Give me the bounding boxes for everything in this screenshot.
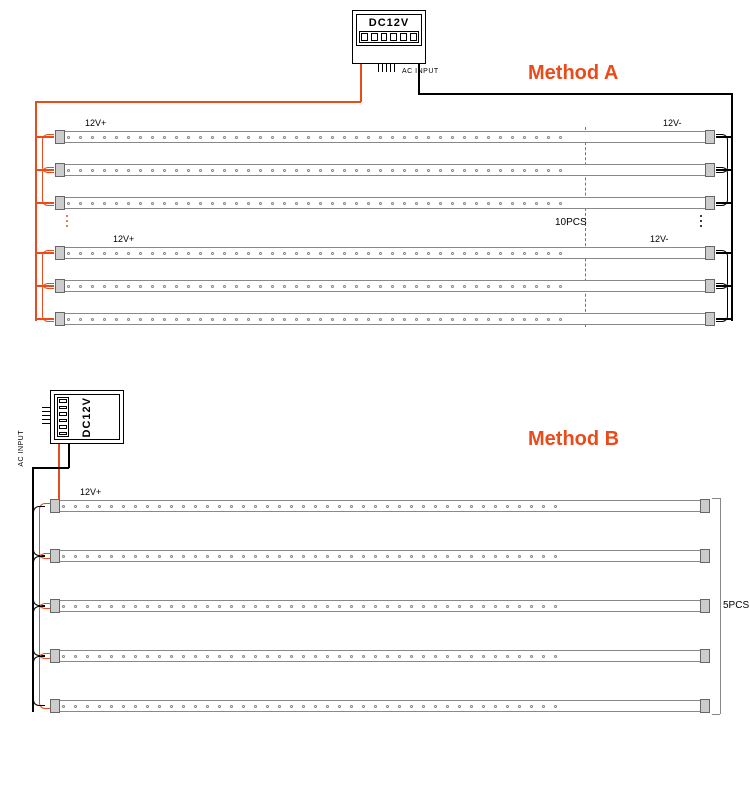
wire-a-neg-v bbox=[418, 64, 420, 94]
strip-cap bbox=[50, 499, 60, 513]
led-strip bbox=[55, 550, 705, 562]
strip-cap bbox=[705, 279, 715, 293]
strip-cap bbox=[700, 699, 710, 713]
dim-b-bot bbox=[712, 714, 720, 715]
wire-a-pos-v bbox=[360, 64, 362, 102]
wire-stub-neg bbox=[716, 169, 732, 171]
wire-a-neg-h bbox=[418, 93, 732, 95]
label-a-neg2: 12V- bbox=[650, 234, 669, 244]
wire-stub-pos bbox=[36, 169, 54, 171]
label-b-pos: 12V+ bbox=[80, 487, 101, 497]
wire-a-pos-h bbox=[35, 101, 361, 103]
label-a-pos2: 12V+ bbox=[113, 234, 134, 244]
wire-loop-pos bbox=[42, 283, 54, 322]
psu-a-terminals bbox=[359, 31, 419, 43]
wire-loop-neg bbox=[716, 283, 728, 322]
strip-cap bbox=[55, 246, 65, 260]
psu-b-ac-label: AC INPUT bbox=[18, 430, 25, 467]
led-strip bbox=[55, 500, 705, 512]
strip-cap bbox=[50, 599, 60, 613]
wire-loop-neg bbox=[716, 167, 728, 206]
psu-b: DC12V bbox=[50, 390, 124, 444]
dots-a-left bbox=[66, 215, 68, 227]
led-strip bbox=[55, 600, 705, 612]
strip-cap bbox=[50, 699, 60, 713]
wire-stub-neg bbox=[716, 285, 732, 287]
strip-cap bbox=[700, 649, 710, 663]
strip-cap bbox=[55, 312, 65, 326]
dim-b-top bbox=[712, 498, 720, 499]
wire-stub-pos bbox=[36, 285, 54, 287]
wire-stub-neg bbox=[716, 252, 732, 254]
strip-cap bbox=[705, 196, 715, 210]
led-strip bbox=[55, 700, 705, 712]
led-strip bbox=[60, 164, 710, 176]
led-strip bbox=[60, 280, 710, 292]
psu-a-ac-lines bbox=[378, 64, 395, 72]
strip-cap bbox=[55, 196, 65, 210]
dots-a-right bbox=[700, 215, 702, 227]
wire-loop-neg-b bbox=[33, 656, 45, 706]
label-a-neg1: 12V- bbox=[663, 118, 682, 128]
psu-b-voltage: DC12V bbox=[81, 397, 93, 437]
strip-cap bbox=[705, 246, 715, 260]
wire-loop-neg-b bbox=[33, 556, 45, 606]
strip-cap bbox=[55, 163, 65, 177]
wire-stub-pos bbox=[36, 318, 54, 320]
psu-a-ac-label: AC INPUT bbox=[402, 68, 439, 75]
strip-cap bbox=[55, 130, 65, 144]
strip-cap bbox=[50, 549, 60, 563]
led-strip bbox=[55, 650, 705, 662]
psu-a: DC12V bbox=[352, 10, 426, 64]
strip-cap bbox=[700, 549, 710, 563]
strip-cap bbox=[700, 499, 710, 513]
wire-stub-pos bbox=[36, 202, 54, 204]
wire-b-pos bbox=[58, 444, 60, 504]
psu-b-ac-lines bbox=[42, 407, 50, 424]
wire-loop-neg-b bbox=[33, 506, 45, 556]
dim-b bbox=[720, 498, 721, 714]
label-a-pos1: 12V+ bbox=[85, 118, 106, 128]
wire-stub-neg bbox=[716, 318, 732, 320]
led-strip bbox=[60, 131, 710, 143]
wire-stub-neg bbox=[716, 202, 732, 204]
led-strip bbox=[60, 247, 710, 259]
pcs-b: 5PCS bbox=[723, 600, 749, 611]
wire-stub-pos bbox=[36, 252, 54, 254]
strip-cap bbox=[700, 599, 710, 613]
wire-a-neg-v2 bbox=[731, 93, 733, 321]
psu-a-voltage: DC12V bbox=[359, 17, 419, 29]
pcs-a: 10PCS bbox=[555, 217, 587, 228]
wire-stub-neg bbox=[716, 136, 732, 138]
wire-loop-neg-b bbox=[33, 606, 45, 656]
strip-cap bbox=[705, 163, 715, 177]
led-strip bbox=[60, 197, 710, 209]
wire-b-neg-h bbox=[32, 467, 69, 469]
strip-cap bbox=[705, 130, 715, 144]
method-b-title: Method B bbox=[528, 428, 619, 451]
wire-stub-pos bbox=[36, 136, 54, 138]
led-strip bbox=[60, 313, 710, 325]
wire-b-neg-v bbox=[68, 444, 70, 468]
strip-cap bbox=[50, 649, 60, 663]
method-a-title: Method A bbox=[528, 62, 618, 85]
strip-cap bbox=[705, 312, 715, 326]
wire-a-pos-v2 bbox=[35, 101, 37, 321]
wire-loop-pos bbox=[42, 167, 54, 206]
strip-cap bbox=[55, 279, 65, 293]
